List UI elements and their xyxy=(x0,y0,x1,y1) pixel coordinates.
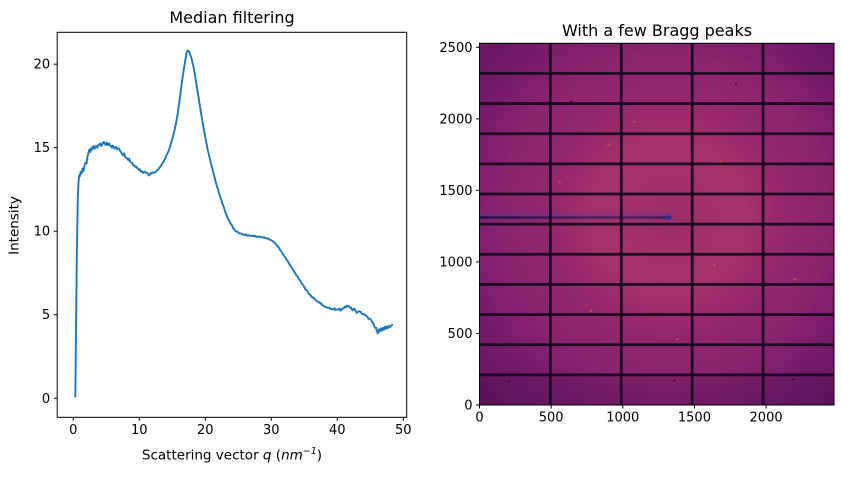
xlabel-open-paren: ( xyxy=(271,447,282,464)
module-gap-horizontal xyxy=(479,102,834,105)
dead-pixel xyxy=(673,379,676,382)
dead-pixel xyxy=(734,83,737,86)
xlabel-unit: nm xyxy=(281,447,303,464)
bottom-row-shade xyxy=(479,374,834,405)
left-y-axis-label: Intensity xyxy=(6,196,23,255)
xlabel-exponent: −1 xyxy=(302,446,317,457)
left-x-tick-label: 10 xyxy=(131,423,148,438)
median-filtering-line xyxy=(74,49,394,398)
module-gap-horizontal xyxy=(479,72,834,75)
bragg-peak xyxy=(558,180,561,183)
left-y-tick-label: 5 xyxy=(42,308,50,323)
bragg-peak xyxy=(607,143,610,146)
right-x-tick-label: 500 xyxy=(539,411,564,426)
left-spines xyxy=(56,31,408,418)
xlabel-prefix: Scattering vector xyxy=(141,447,263,464)
left-x-tick-label: 0 xyxy=(69,423,77,438)
module-gap-horizontal xyxy=(479,313,834,316)
right-y-tick-label: 1000 xyxy=(439,255,472,270)
module-gap-horizontal xyxy=(479,192,834,196)
left-x-tick-label: 40 xyxy=(329,423,346,438)
right-spines xyxy=(479,42,835,406)
right-plot-title: With a few Bragg peaks xyxy=(561,21,753,40)
left-x-tick-label: 20 xyxy=(197,423,214,438)
bragg-peak xyxy=(590,309,593,312)
left-y-tick-label: 0 xyxy=(42,392,50,407)
streak-halo xyxy=(479,212,671,220)
bragg-peak xyxy=(713,263,716,266)
right-y-tick-label: 2000 xyxy=(439,112,472,127)
right-y-tick-label: 0 xyxy=(464,399,472,414)
right-y-tick-label: 2500 xyxy=(439,41,472,56)
left-x-tick-label: 50 xyxy=(395,423,412,438)
bragg-peak xyxy=(676,337,679,341)
right-x-tick-label: 0 xyxy=(475,411,483,426)
dead-pixel xyxy=(507,380,510,383)
dead-pixel xyxy=(570,100,573,103)
right-x-tick-label: 1500 xyxy=(678,411,711,426)
left-y-tick-label: 15 xyxy=(34,141,51,156)
right-x-tick-label: 2000 xyxy=(750,411,783,426)
left-y-tick-label: 20 xyxy=(34,58,51,73)
module-gap-horizontal xyxy=(479,373,834,377)
module-gap-horizontal xyxy=(479,162,834,166)
left-plot-title: Median filtering xyxy=(169,8,295,27)
bragg-peak xyxy=(793,277,796,281)
detector-image xyxy=(479,43,834,406)
left-x-axis-label: Scattering vector q (nm−1) xyxy=(57,446,407,464)
beam-dot-core xyxy=(667,215,671,219)
xlabel-close-paren: ) xyxy=(316,447,323,464)
right-y-tick-label: 500 xyxy=(448,327,473,342)
bragg-peak xyxy=(633,120,636,123)
right-y-tick-label: 1500 xyxy=(439,184,472,199)
left-y-tick-label: 10 xyxy=(34,225,51,240)
left-x-tick-label: 30 xyxy=(263,423,280,438)
module-gap-horizontal xyxy=(479,222,834,226)
module-gap-horizontal xyxy=(479,132,834,136)
dead-pixel xyxy=(791,378,794,381)
right-x-tick-label: 1000 xyxy=(606,411,639,426)
module-gap-horizontal xyxy=(479,343,834,347)
module-gap-horizontal xyxy=(479,283,834,286)
streak-core xyxy=(479,216,670,219)
xlabel-q-symbol: q xyxy=(262,447,272,464)
module-gap-horizontal xyxy=(479,252,834,256)
bragg-peak xyxy=(719,160,722,163)
